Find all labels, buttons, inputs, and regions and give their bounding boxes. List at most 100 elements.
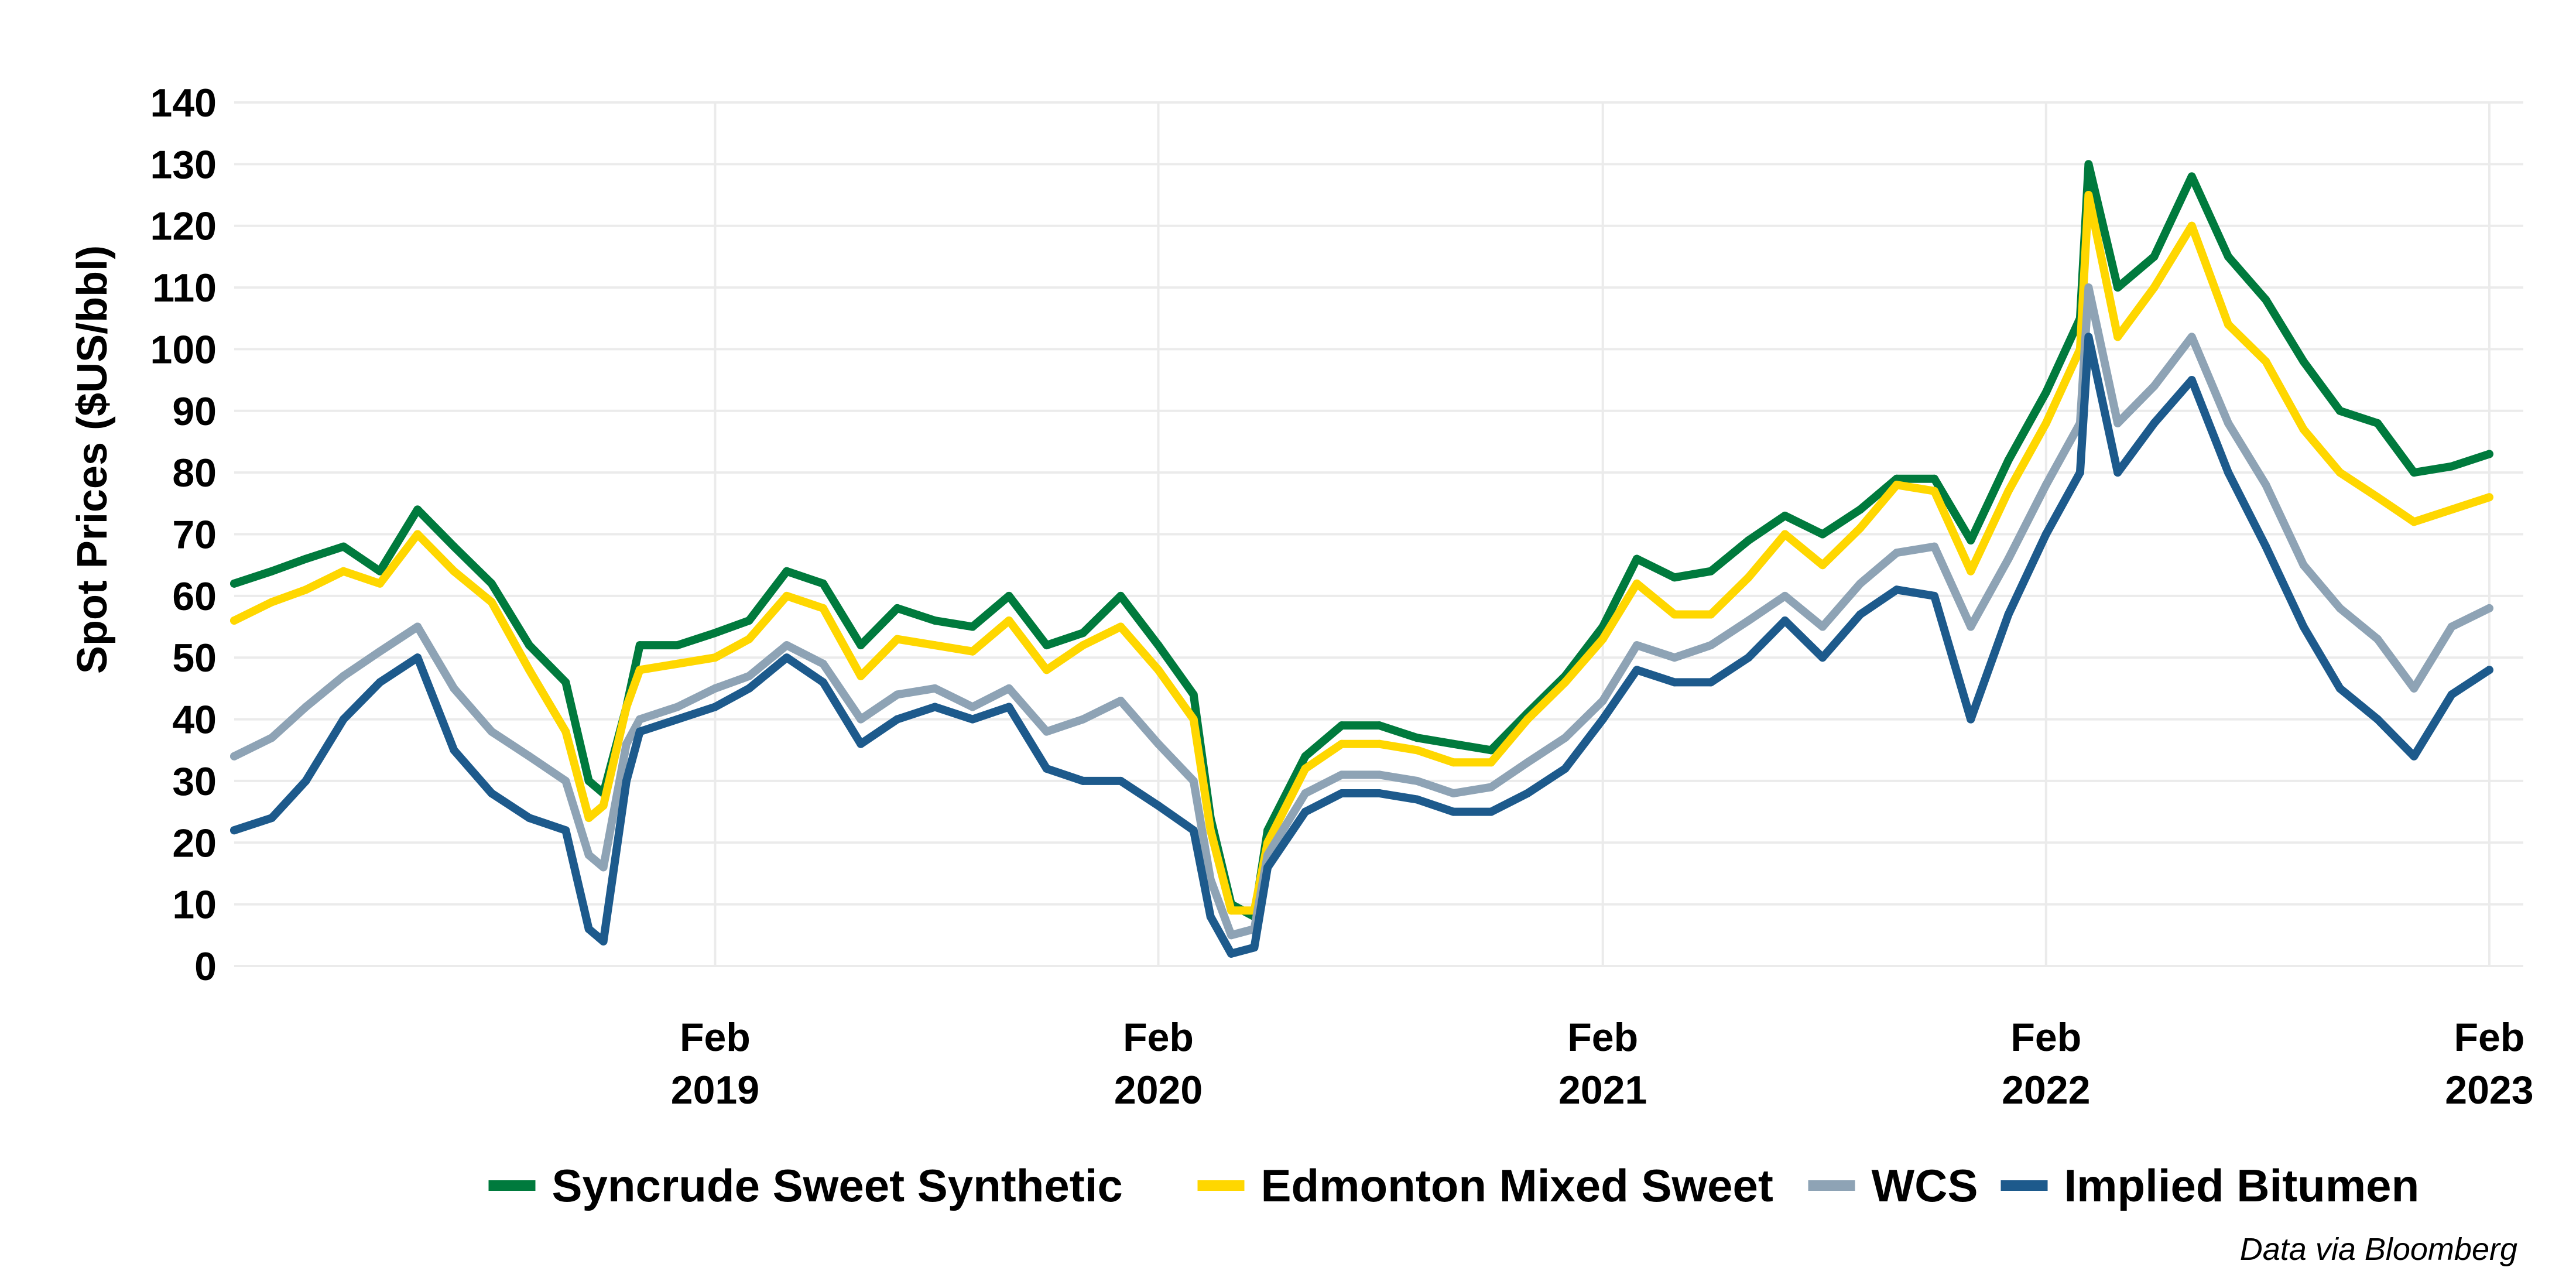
data-point xyxy=(711,703,720,711)
data-point xyxy=(1449,739,1458,748)
data-point xyxy=(2113,419,2122,427)
data-point xyxy=(1780,616,1789,625)
data-point xyxy=(1154,801,1163,810)
data-point xyxy=(2299,561,2308,570)
data-point xyxy=(1116,591,1125,600)
data-point xyxy=(230,752,238,761)
data-point xyxy=(1744,573,1753,582)
data-point xyxy=(1337,789,1346,797)
data-point xyxy=(2004,610,2013,619)
legend-item: WCS xyxy=(1808,1160,1978,1211)
data-point xyxy=(893,690,902,699)
data-point xyxy=(1523,758,1532,767)
data-point xyxy=(968,622,977,631)
data-point xyxy=(339,542,348,551)
data-point xyxy=(487,598,496,607)
y-tick-label: 70 xyxy=(172,513,217,557)
data-point xyxy=(745,684,753,693)
data-point xyxy=(1042,764,1051,773)
data-point xyxy=(2187,376,2196,385)
data-point xyxy=(1892,481,1901,489)
data-point xyxy=(1744,536,1753,544)
y-tick-label: 120 xyxy=(150,204,217,249)
x-tick-label: 2019 xyxy=(671,1068,759,1112)
data-point xyxy=(1301,752,1310,761)
x-axis-ticks: Feb 2019 Feb 2020 Feb 2021 Feb 2022 Feb 2023 xyxy=(671,1015,2534,1112)
data-point xyxy=(1078,641,1087,650)
y-tick-label: 50 xyxy=(172,636,217,680)
y-tick-label: 60 xyxy=(172,574,217,619)
data-point xyxy=(1598,715,1607,724)
data-point xyxy=(1337,721,1346,730)
data-point xyxy=(413,505,422,514)
x-tick-label: Feb xyxy=(2010,1015,2081,1060)
data-point xyxy=(1263,863,1272,872)
data-point xyxy=(1967,622,1975,631)
data-point xyxy=(2113,333,2122,341)
data-point xyxy=(2004,456,2013,465)
data-point xyxy=(450,746,458,755)
x-tick-label: Feb xyxy=(680,1015,751,1060)
data-point xyxy=(1892,585,1901,594)
data-point xyxy=(2084,160,2093,169)
data-point xyxy=(1042,727,1051,736)
y-tick-label: 10 xyxy=(172,883,217,927)
data-point xyxy=(2373,715,2382,724)
data-point xyxy=(561,776,570,785)
x-tick-label: Feb xyxy=(2454,1015,2524,1060)
y-tick-label: 130 xyxy=(150,142,217,187)
data-point xyxy=(1449,789,1458,797)
data-point xyxy=(487,579,496,588)
data-point xyxy=(1780,591,1789,600)
data-point xyxy=(584,814,593,823)
legend-label: Syncrude Sweet Synthetic xyxy=(552,1160,1123,1211)
data-point xyxy=(339,672,348,680)
data-point xyxy=(635,727,644,736)
x-tick-label: Feb xyxy=(1123,1015,1194,1060)
y-tick-label: 110 xyxy=(152,266,217,310)
data-point xyxy=(1561,734,1570,742)
data-point xyxy=(230,579,238,588)
data-point xyxy=(1189,690,1198,699)
data-point xyxy=(968,703,977,711)
data-point xyxy=(599,937,608,946)
data-point xyxy=(1042,666,1051,674)
data-point xyxy=(2004,554,2013,563)
data-point xyxy=(450,542,458,551)
grid xyxy=(234,101,2523,967)
y-tick-label: 40 xyxy=(172,698,217,742)
data-point xyxy=(857,739,865,748)
data-point xyxy=(819,604,827,612)
data-point xyxy=(487,789,496,797)
series-4 xyxy=(230,333,2493,958)
data-point xyxy=(1930,591,1938,600)
data-point xyxy=(2041,419,2050,427)
data-point xyxy=(230,616,238,625)
data-point xyxy=(1301,807,1310,816)
data-point xyxy=(745,672,753,680)
data-point xyxy=(2447,690,2456,699)
data-point xyxy=(1449,758,1458,767)
data-point xyxy=(2075,468,2084,477)
data-point xyxy=(622,739,631,748)
legend-label: WCS xyxy=(1872,1160,1978,1211)
data-point xyxy=(1005,703,1013,711)
data-point xyxy=(1116,697,1125,705)
data-point xyxy=(2485,450,2493,458)
data-point xyxy=(1632,641,1641,650)
x-tick-label: 2020 xyxy=(1114,1068,1203,1112)
data-point xyxy=(1818,622,1827,631)
data-point xyxy=(2187,172,2196,181)
data-point xyxy=(1154,666,1163,674)
data-point xyxy=(1449,807,1458,816)
data-point xyxy=(2410,684,2419,693)
data-point xyxy=(413,530,422,539)
data-point xyxy=(2041,530,2050,539)
data-point xyxy=(2262,296,2270,304)
y-tick-label: 0 xyxy=(194,944,217,989)
data-point xyxy=(1413,776,1421,785)
data-point xyxy=(711,653,720,662)
legend: Syncrude Sweet Synthetic Edmonton Mixed S… xyxy=(488,1160,2419,1211)
x-tick-label: 2022 xyxy=(2002,1068,2090,1112)
data-point xyxy=(1856,610,1865,619)
